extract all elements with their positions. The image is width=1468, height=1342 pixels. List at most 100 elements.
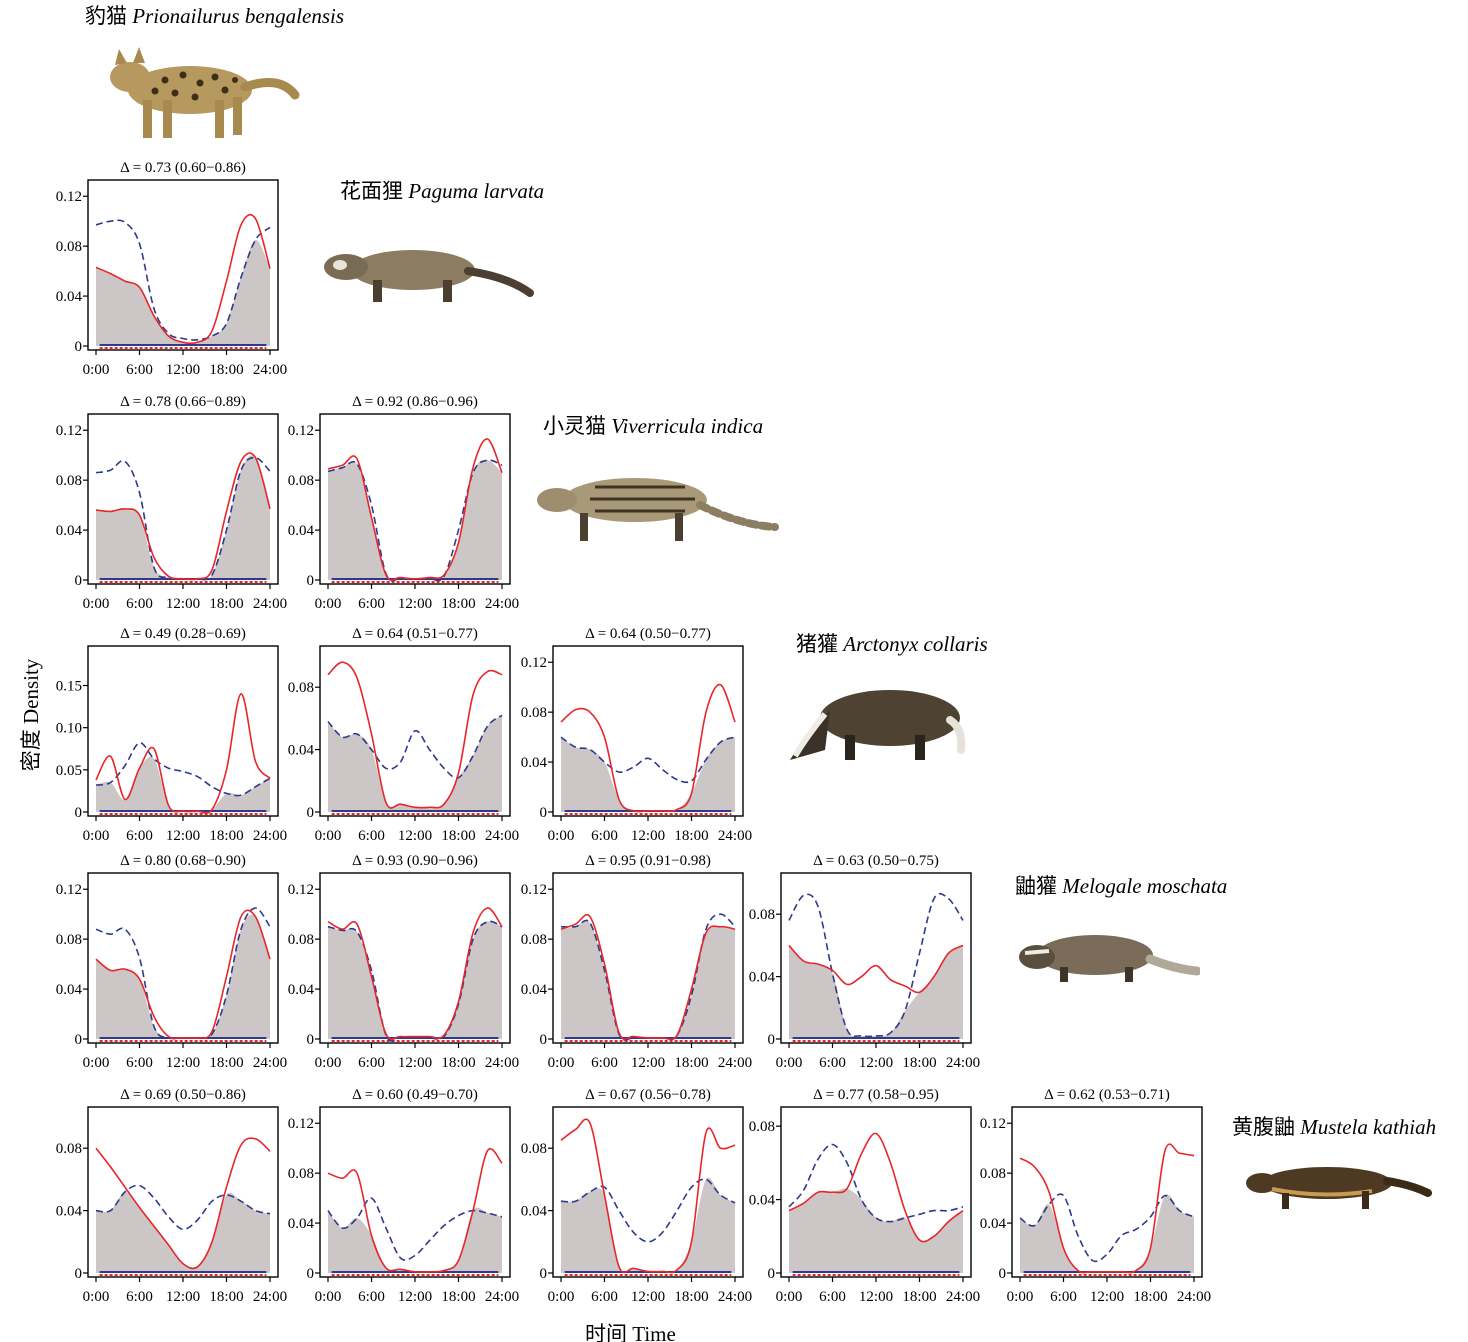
overlap-area (96, 455, 270, 580)
x-tick-label: 24:00 (718, 1055, 752, 1071)
dashed-density-line (95, 742, 271, 797)
x-tick-label: 18:00 (209, 596, 243, 612)
overlap-area (561, 920, 735, 1040)
y-tick-label: 0.10 (56, 721, 82, 737)
x-tick-label: 6:00 (126, 828, 153, 844)
dashed-density-line (1019, 1193, 1195, 1263)
x-tick-label: 24:00 (253, 362, 287, 378)
y-tick-label: 0.04 (56, 1204, 83, 1220)
y-tick-label: 0.08 (288, 932, 314, 948)
x-tick-label: 18:00 (674, 1055, 708, 1071)
x-tick-label: 0:00 (776, 1055, 803, 1071)
overlap-area (96, 914, 270, 1039)
species-label-hog-badger: 猪獾 Arctonyx collaris (796, 632, 988, 656)
overlap-area (96, 756, 270, 812)
x-tick-label: 12:00 (166, 1055, 200, 1071)
overlap-area (1020, 1194, 1194, 1273)
overlap-area (328, 1207, 502, 1273)
x-tick-label: 24:00 (253, 1055, 287, 1071)
y-tick-label: 0 (768, 1032, 776, 1048)
x-tick-label: 24:00 (946, 1055, 980, 1071)
x-tick-label: 6:00 (358, 1289, 385, 1305)
density-panel: 0 0.04 0.08 0.12 0:00 6:00 12:00 18:00 24:00 Δ = … (56, 394, 287, 612)
x-tick-label: 24:00 (718, 828, 752, 844)
x-tick-label: 0:00 (83, 1289, 110, 1305)
y-tick-label: 0.08 (749, 907, 775, 923)
y-tick-label: 0.15 (56, 679, 82, 695)
y-tick-label: 0.05 (56, 763, 82, 779)
x-tick-label: 0:00 (776, 1289, 803, 1305)
x-tick-label: 6:00 (819, 1289, 846, 1305)
y-tick-label: 0.12 (288, 1116, 314, 1132)
density-panel: 0 0.04 0.08 0.12 0:00 6:00 12:00 18:00 24:00 Δ = … (288, 1087, 519, 1305)
x-tick-label: 18:00 (209, 1055, 243, 1071)
panel-title: Δ = 0.67 (0.56−0.78) (585, 1087, 711, 1103)
x-tick-label: 12:00 (166, 362, 200, 378)
y-tick-label: 0 (999, 1266, 1007, 1282)
dashed-density-line (788, 892, 964, 1038)
x-tick-label: 0:00 (83, 828, 110, 844)
density-panel: 0 0.04 0.08 0:00 6:00 12:00 18:00 24:00 Δ = 0.63… (749, 853, 980, 1071)
solid-density-line (327, 1148, 503, 1273)
ferret-badger-illustration (1019, 935, 1200, 982)
y-tick-label: 0.08 (56, 239, 82, 255)
x-tick-label: 24:00 (253, 828, 287, 844)
y-tick-label: 0.12 (521, 882, 547, 898)
x-tick-label: 6:00 (591, 1055, 618, 1071)
solid-density-line (95, 452, 271, 581)
y-tick-label: 0 (75, 339, 83, 355)
x-tick-label: 18:00 (902, 1055, 936, 1071)
x-tick-label: 24:00 (485, 1055, 519, 1071)
panel-title: Δ = 0.77 (0.58−0.95) (813, 1087, 939, 1103)
x-tick-label: 12:00 (1090, 1289, 1124, 1305)
overlap-area (561, 1177, 735, 1273)
solid-density-line (560, 913, 736, 1041)
y-tick-label: 0 (75, 805, 83, 821)
density-panel: 0 0.04 0.08 0.12 0:00 6:00 12:00 18:00 24:00 Δ = … (56, 160, 287, 378)
panel-title: Δ = 0.64 (0.51−0.77) (352, 626, 478, 642)
density-panel: 0 0.04 0.08 0:00 6:00 12:00 18:00 24:00 Δ = 0.77… (749, 1087, 980, 1305)
dashed-density-line (95, 219, 271, 341)
solid-density-line (327, 661, 503, 809)
dashed-density-line (95, 1184, 271, 1231)
y-tick-label: 0.12 (980, 1116, 1006, 1132)
density-panel: 0 0.04 0.08 0.12 0:00 6:00 12:00 18:00 24:00 Δ = … (521, 626, 752, 844)
x-tick-label: 18:00 (441, 828, 475, 844)
x-tick-label: 18:00 (902, 1289, 936, 1305)
y-tick-label: 0.04 (288, 743, 315, 759)
panel-title: Δ = 0.69 (0.50−0.86) (120, 1087, 246, 1103)
density-panel: 0 0.04 0.08 0.12 0:00 6:00 12:00 18:00 24:00 Δ = … (288, 394, 519, 612)
y-tick-label: 0.08 (288, 680, 314, 696)
species-label-ferret-badger: 鼬獾 Melogale moschata (1015, 874, 1228, 898)
panel-title: Δ = 0.49 (0.28−0.69) (120, 626, 246, 642)
x-tick-label: 18:00 (1133, 1289, 1167, 1305)
y-tick-label: 0.04 (56, 523, 83, 539)
panel-title: Δ = 0.80 (0.68−0.90) (120, 853, 246, 869)
panel-title: Δ = 0.92 (0.86−0.96) (352, 394, 478, 410)
y-axis-label: 密度 Density (19, 658, 43, 772)
solid-density-line (95, 909, 271, 1040)
y-tick-label: 0.04 (288, 1216, 315, 1232)
leopard-cat-illustration (110, 47, 300, 138)
x-tick-label: 0:00 (548, 828, 575, 844)
density-panel: 0 0.04 0.08 0:00 6:00 12:00 18:00 24:00 Δ = 0.69… (56, 1087, 287, 1305)
hog-badger-illustration (790, 690, 966, 760)
x-tick-label: 12:00 (398, 1055, 432, 1071)
density-panel: 0 0.05 0.10 0.15 0:00 6:00 12:00 18:00 24:00 Δ = … (56, 626, 287, 844)
x-tick-label: 0:00 (315, 596, 342, 612)
x-tick-label: 18:00 (209, 362, 243, 378)
x-tick-label: 0:00 (1007, 1289, 1034, 1305)
solid-density-line (95, 213, 271, 345)
panel-title: Δ = 0.78 (0.66−0.89) (120, 394, 246, 410)
y-tick-label: 0 (540, 805, 548, 821)
y-tick-label: 0.04 (56, 982, 83, 998)
overlap-area (96, 239, 270, 346)
density-panel: 0 0.04 0.08 0:00 6:00 12:00 18:00 24:00 Δ = 0.67… (521, 1087, 752, 1305)
x-tick-label: 0:00 (315, 1289, 342, 1305)
overlap-area (561, 737, 735, 812)
solid-density-line (788, 944, 964, 994)
panel-title: Δ = 0.73 (0.60−0.86) (120, 160, 246, 176)
x-tick-label: 6:00 (358, 596, 385, 612)
solid-density-line (1019, 1143, 1195, 1274)
